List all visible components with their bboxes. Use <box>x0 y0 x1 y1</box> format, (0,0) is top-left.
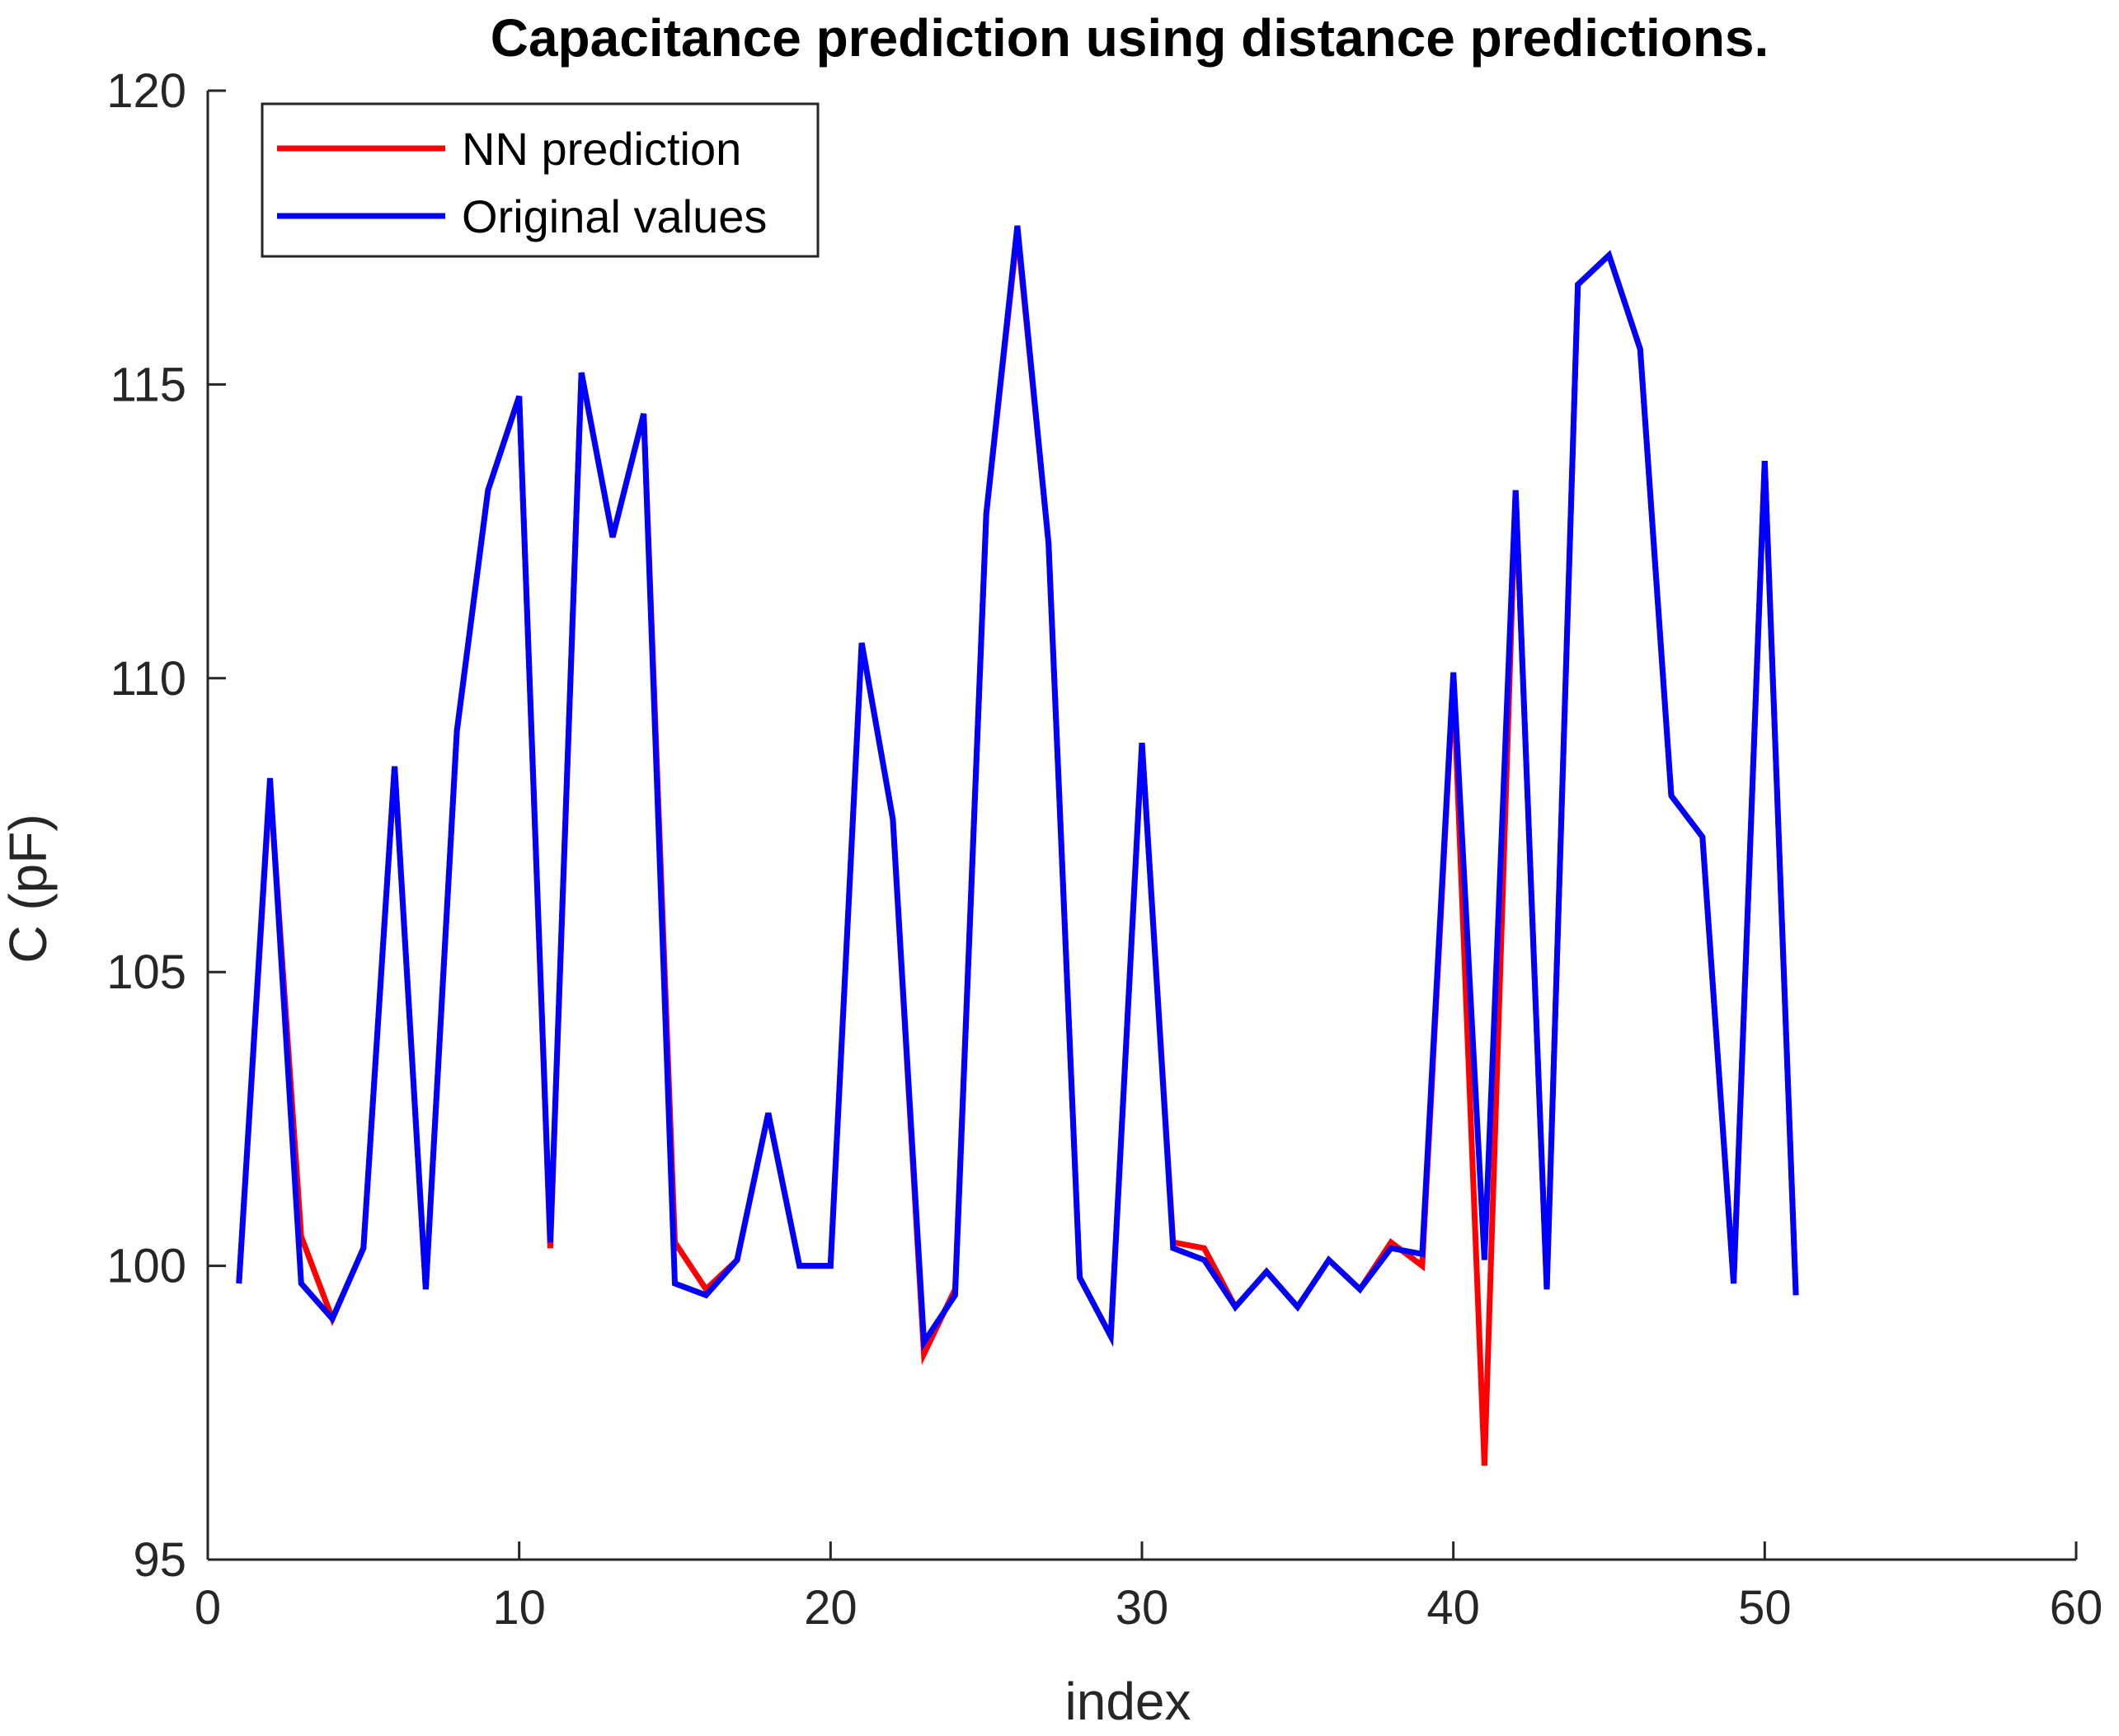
y-tick-label: 110 <box>110 652 186 706</box>
x-tick-label: 50 <box>1738 1581 1792 1635</box>
legend: NN prediction Original values <box>261 102 820 258</box>
x-tick-label: 40 <box>1426 1581 1480 1635</box>
series-lines <box>236 225 1799 1466</box>
y-tick-label: 105 <box>106 945 186 999</box>
x-tick-label: 0 <box>195 1581 221 1635</box>
y-tick-label: 95 <box>133 1533 186 1587</box>
y-axis-label: C (pF) <box>0 814 58 963</box>
legend-label-nn-prediction: NN prediction <box>462 123 741 175</box>
y-tick-label: 120 <box>106 64 186 118</box>
series-line-original-values <box>236 225 1799 1351</box>
x-axis-label: index <box>1065 1672 1191 1731</box>
y-tick-label: 115 <box>110 358 186 411</box>
axes: 0 10 20 30 40 50 60 95 100 105 110 115 120 <box>106 64 2103 1635</box>
x-tick-label: 60 <box>2050 1581 2103 1635</box>
legend-label-original-values: Original values <box>462 190 767 242</box>
legend-box <box>261 102 820 258</box>
x-tick-label: 10 <box>492 1581 546 1635</box>
chart-title: Capacitance prediction using distance pr… <box>491 8 1769 68</box>
x-tick-label: 20 <box>804 1581 857 1635</box>
y-tick-label: 100 <box>106 1240 186 1293</box>
x-tick-label: 30 <box>1116 1581 1169 1635</box>
